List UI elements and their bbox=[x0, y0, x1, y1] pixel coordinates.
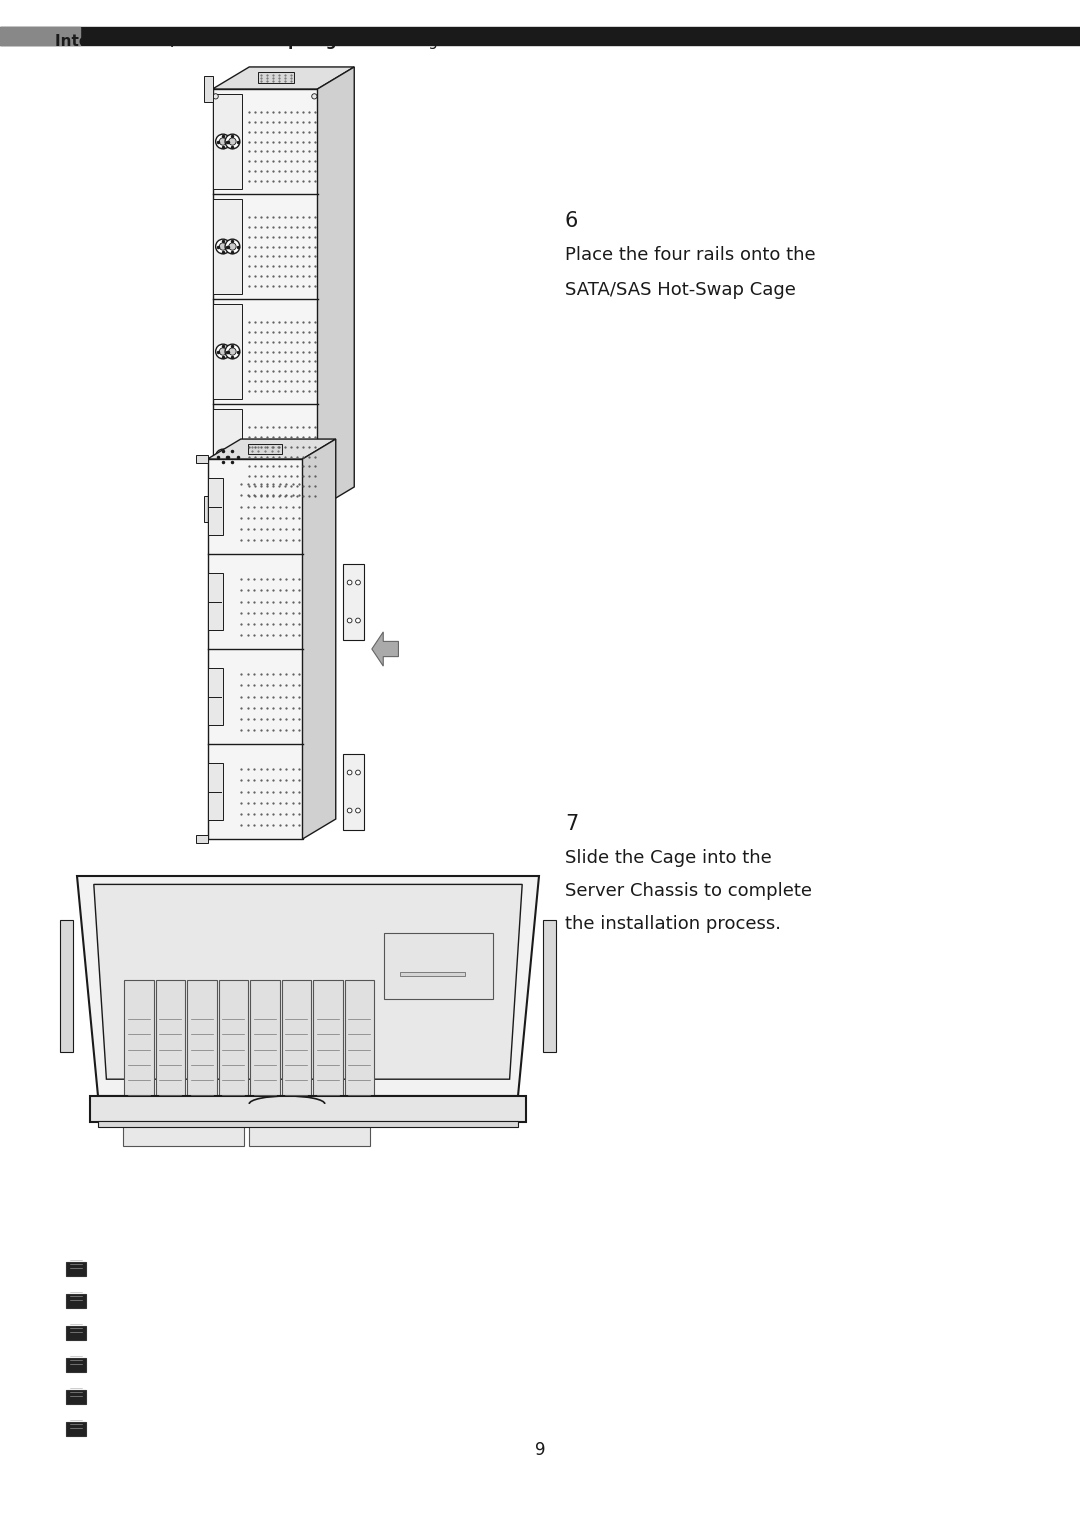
Circle shape bbox=[229, 453, 237, 460]
Bar bbox=[156, 980, 186, 1101]
Circle shape bbox=[216, 450, 230, 463]
Polygon shape bbox=[204, 76, 213, 101]
Circle shape bbox=[229, 242, 237, 250]
Bar bbox=[123, 1119, 244, 1146]
Circle shape bbox=[225, 135, 240, 148]
Circle shape bbox=[229, 348, 237, 356]
Bar bbox=[158, 1101, 183, 1113]
Circle shape bbox=[219, 348, 227, 356]
Bar bbox=[282, 980, 311, 1101]
Text: Slide the Cage into the: Slide the Cage into the bbox=[565, 849, 772, 868]
Bar bbox=[66, 1390, 86, 1403]
Bar bbox=[313, 980, 342, 1101]
Circle shape bbox=[348, 808, 352, 813]
Bar bbox=[66, 1358, 86, 1372]
Bar bbox=[213, 89, 318, 509]
Bar bbox=[213, 409, 242, 504]
Bar bbox=[126, 1101, 151, 1113]
Text: Place the four rails onto the: Place the four rails onto the bbox=[565, 245, 815, 263]
Bar bbox=[60, 921, 72, 1052]
Text: User Manual: User Manual bbox=[918, 33, 1025, 48]
Bar bbox=[347, 1101, 372, 1113]
Bar bbox=[207, 459, 302, 839]
Circle shape bbox=[355, 808, 361, 813]
Bar bbox=[248, 444, 282, 454]
Bar bbox=[400, 972, 465, 977]
Circle shape bbox=[312, 94, 316, 98]
Bar bbox=[0, 27, 80, 45]
Bar bbox=[207, 763, 224, 821]
Text: 6: 6 bbox=[565, 210, 579, 232]
Polygon shape bbox=[343, 754, 364, 830]
Circle shape bbox=[225, 239, 240, 254]
Polygon shape bbox=[77, 877, 539, 1096]
Bar bbox=[189, 1101, 215, 1113]
Text: SATA/SAS Hot-Swap Cage: SATA/SAS Hot-Swap Cage bbox=[565, 282, 796, 298]
Circle shape bbox=[216, 239, 230, 254]
Circle shape bbox=[219, 453, 227, 460]
Circle shape bbox=[348, 771, 352, 775]
Text: 9: 9 bbox=[535, 1441, 545, 1459]
Bar bbox=[220, 1101, 246, 1113]
Circle shape bbox=[216, 135, 230, 148]
Bar bbox=[315, 1101, 340, 1113]
Circle shape bbox=[355, 580, 361, 584]
Bar bbox=[218, 980, 248, 1101]
Polygon shape bbox=[372, 631, 399, 666]
Polygon shape bbox=[197, 456, 207, 463]
Circle shape bbox=[225, 450, 240, 463]
Bar bbox=[187, 980, 217, 1101]
Polygon shape bbox=[302, 439, 336, 839]
Bar bbox=[345, 980, 375, 1101]
Bar bbox=[543, 921, 556, 1052]
Bar bbox=[207, 572, 224, 630]
Bar bbox=[383, 933, 492, 999]
Bar bbox=[66, 1326, 86, 1340]
Bar bbox=[213, 94, 242, 189]
Polygon shape bbox=[213, 67, 354, 89]
Bar bbox=[98, 1122, 518, 1126]
Circle shape bbox=[219, 138, 227, 145]
Circle shape bbox=[213, 500, 218, 504]
Circle shape bbox=[219, 242, 227, 250]
Polygon shape bbox=[318, 67, 354, 509]
Bar bbox=[66, 1263, 86, 1276]
Bar bbox=[0, 27, 1080, 45]
Circle shape bbox=[229, 138, 237, 145]
Bar bbox=[251, 980, 280, 1101]
Circle shape bbox=[355, 618, 361, 622]
Circle shape bbox=[355, 771, 361, 775]
Bar bbox=[213, 200, 242, 294]
Circle shape bbox=[216, 344, 230, 359]
Bar bbox=[207, 668, 224, 725]
Polygon shape bbox=[204, 497, 213, 522]
Text: 7: 7 bbox=[565, 815, 578, 834]
Bar bbox=[66, 1294, 86, 1308]
Circle shape bbox=[348, 580, 352, 584]
Text: Internal SATA/SAS Hot-Swap Cage: Internal SATA/SAS Hot-Swap Cage bbox=[55, 33, 347, 48]
Bar bbox=[90, 1096, 526, 1122]
Text: RSV-SATA-Cage-34: RSV-SATA-Cage-34 bbox=[320, 33, 472, 48]
Polygon shape bbox=[343, 563, 364, 639]
Circle shape bbox=[312, 500, 316, 504]
Circle shape bbox=[225, 344, 240, 359]
Text: the installation process.: the installation process. bbox=[565, 914, 781, 933]
Bar bbox=[249, 1119, 370, 1146]
Polygon shape bbox=[207, 439, 336, 459]
Bar bbox=[284, 1101, 309, 1113]
Circle shape bbox=[213, 94, 218, 98]
Bar bbox=[207, 478, 224, 534]
Polygon shape bbox=[94, 884, 523, 1079]
Circle shape bbox=[348, 618, 352, 622]
Bar bbox=[213, 304, 242, 398]
Text: Server Chassis to complete: Server Chassis to complete bbox=[565, 883, 812, 899]
Bar bbox=[66, 1422, 86, 1435]
Bar bbox=[124, 980, 153, 1101]
Bar bbox=[258, 73, 295, 83]
Bar bbox=[253, 1101, 278, 1113]
Polygon shape bbox=[197, 836, 207, 843]
